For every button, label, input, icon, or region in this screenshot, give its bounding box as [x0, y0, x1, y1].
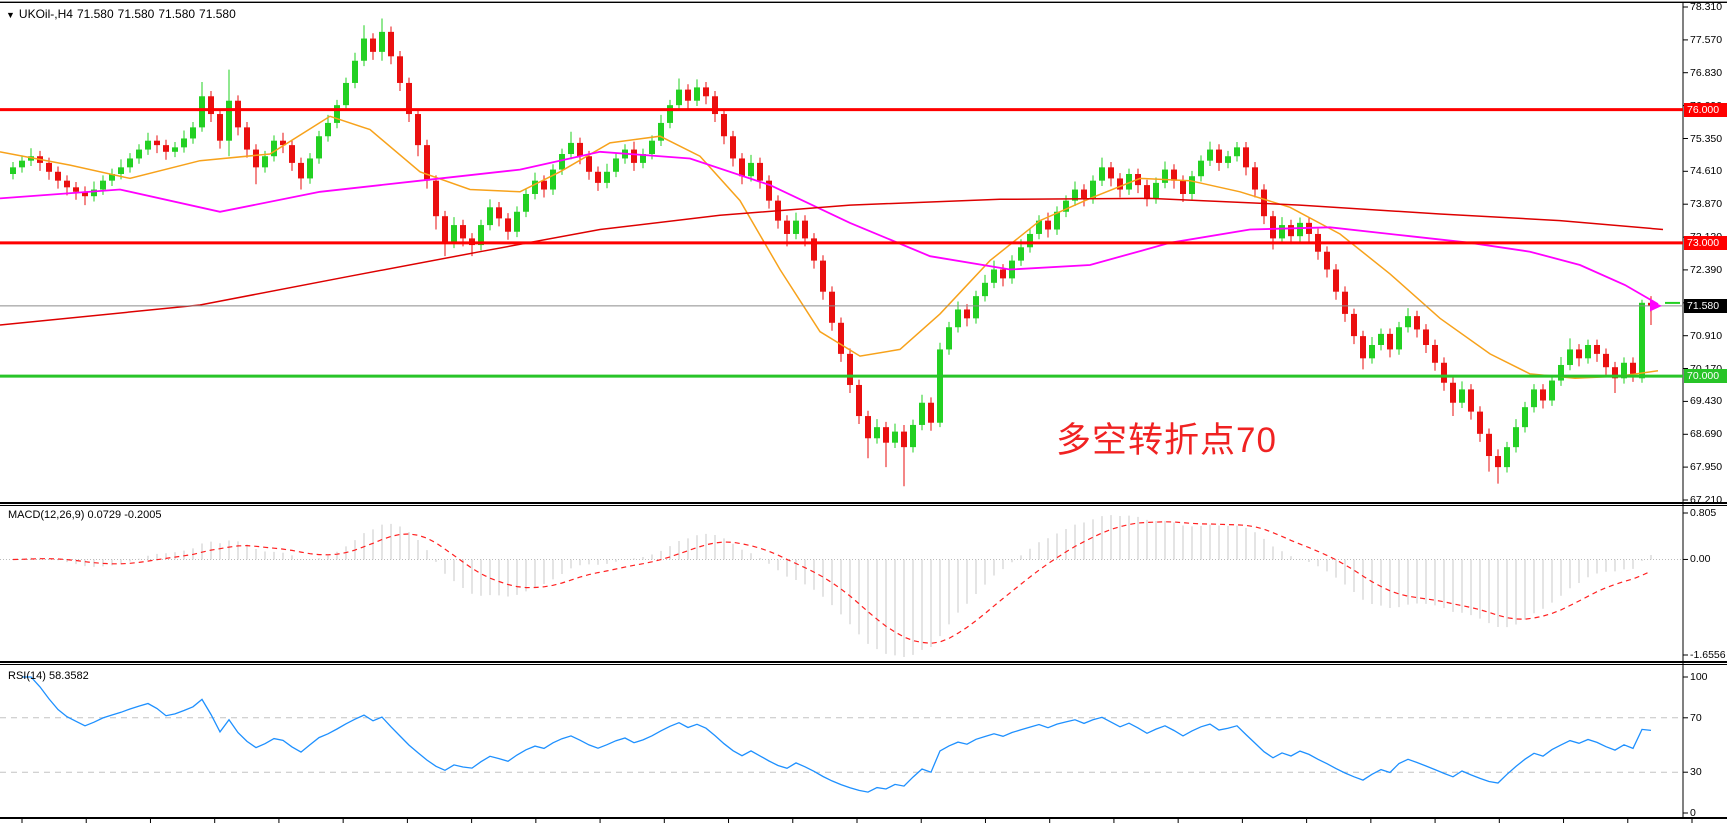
price-tick-label: 67.210: [1690, 494, 1723, 506]
rsi-name: RSI(14): [8, 670, 46, 682]
rsi-tick-label: 0: [1690, 807, 1696, 819]
price-tick-label: 70.910: [1690, 329, 1723, 342]
macd-signal-value: -0.2005: [124, 509, 162, 521]
price-tick-label: 74.610: [1690, 165, 1723, 178]
rsi-tick-label: 100: [1690, 671, 1708, 683]
current-price-badge: 71.580: [1684, 299, 1727, 313]
level-badge-70: 70.000: [1684, 369, 1727, 383]
macd-name: MACD(12,26,9): [8, 509, 85, 521]
price-tick-label: 76.830: [1690, 66, 1723, 79]
rsi-indicator-label: RSI(14) 58.3582: [8, 670, 89, 682]
macd-main-value: 0.0729: [87, 509, 122, 521]
open-value: 71.580: [76, 7, 114, 21]
level-badge-73: 73.000: [1684, 236, 1727, 250]
price-axis-scale[interactable]: [1684, 2, 1727, 818]
macd-tick-label: -1.6556: [1690, 649, 1726, 661]
price-tick-label: 75.350: [1690, 132, 1723, 145]
level-badge-76: 76.000: [1684, 103, 1727, 117]
price-tick-label: 73.870: [1690, 198, 1723, 211]
low-value: 71.580: [158, 7, 196, 21]
macd-tick-label: 0.805: [1690, 507, 1717, 519]
rsi-tick-label: 30: [1690, 766, 1702, 779]
price-tick-label: 69.430: [1690, 395, 1723, 408]
price-tick-label: 77.570: [1690, 33, 1723, 46]
price-tick-label: 68.690: [1690, 428, 1723, 441]
symbol-header: ▼ UKOil-,H4 71.580 71.580 71.580 71.580: [6, 7, 240, 21]
macd-indicator-label: MACD(12,26,9) 0.0729 -0.2005: [8, 509, 162, 521]
symbol-timeframe-label: UKOil-,H4: [18, 7, 73, 21]
close-value: 71.580: [199, 7, 236, 21]
rsi-value: 58.3582: [48, 670, 89, 682]
window-top-border: [0, 1, 1727, 2]
price-tick-label: 78.310: [1690, 1, 1723, 13]
high-value: 71.580: [117, 7, 155, 21]
macd-tick-label: 0.00: [1690, 553, 1711, 566]
time-axis-scale[interactable]: 25 Jun 202128 Jun 08:0029 Jun 16:001 Jul…: [0, 818, 1727, 840]
rsi-tick-label: 70: [1690, 711, 1702, 724]
price-tick-label: 67.950: [1690, 461, 1723, 474]
chevron-down-icon[interactable]: ▼: [6, 10, 15, 20]
price-tick-label: 72.390: [1690, 263, 1723, 276]
trade-annotation-text: 多空转折点70: [1056, 421, 1277, 460]
